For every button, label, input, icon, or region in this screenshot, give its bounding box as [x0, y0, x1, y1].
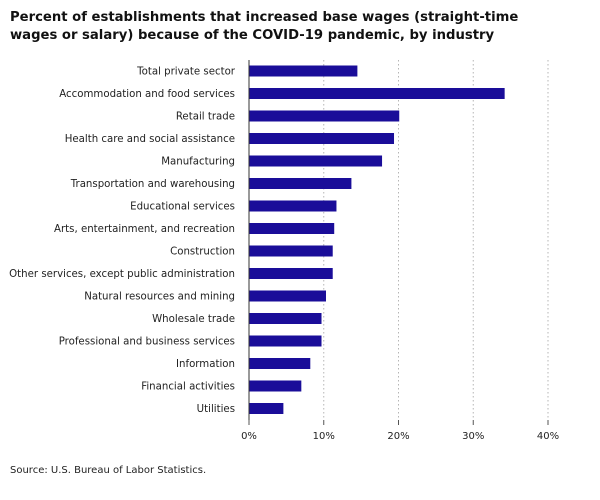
bar — [249, 178, 352, 189]
chart-title: Percent of establishments that increased… — [10, 10, 519, 43]
category-label: Total private sector — [136, 67, 236, 78]
category-label: Natural resources and mining — [84, 292, 235, 303]
bar — [249, 313, 322, 324]
bar — [249, 380, 302, 392]
category-label: Arts, entertainment, and recreation — [54, 224, 235, 235]
x-tick-label: 0% — [241, 431, 257, 442]
x-tick-label: 40% — [537, 431, 559, 442]
category-label: Construction — [170, 247, 235, 258]
bars — [249, 65, 505, 414]
x-tick-label: 30% — [462, 431, 484, 442]
bar — [249, 358, 311, 369]
x-tick-label: 20% — [387, 431, 409, 442]
source-note: Source: U.S. Bureau of Labor Statistics. — [10, 465, 207, 476]
bar — [249, 88, 505, 99]
bar — [249, 245, 333, 257]
bar — [249, 335, 322, 347]
bar — [249, 403, 284, 414]
category-label: Other services, except public administra… — [9, 269, 235, 280]
bar — [249, 200, 337, 212]
category-label: Manufacturing — [161, 157, 235, 168]
category-label: Accommodation and food services — [59, 89, 235, 100]
category-label: Financial activities — [141, 382, 235, 393]
category-label: Utilities — [197, 404, 235, 415]
category-labels: Total private sector Accommodation and fo… — [9, 67, 236, 416]
bar — [249, 65, 358, 77]
category-label: Retail trade — [176, 112, 235, 123]
bar — [249, 155, 383, 167]
category-label: Professional and business services — [59, 337, 235, 348]
category-label: Transportation and warehousing — [70, 179, 235, 190]
bar — [249, 290, 326, 302]
bar — [249, 133, 395, 144]
category-label: Information — [176, 359, 235, 370]
category-label: Health care and social assistance — [65, 134, 235, 145]
bar — [249, 223, 335, 234]
bar — [249, 268, 333, 279]
category-label: Educational services — [130, 202, 235, 213]
category-label: Wholesale trade — [152, 314, 235, 325]
x-tick-label: 10% — [313, 431, 335, 442]
x-axis-ticks: 0% 10% 20% 30% 40% — [241, 420, 559, 442]
bar — [249, 110, 400, 122]
